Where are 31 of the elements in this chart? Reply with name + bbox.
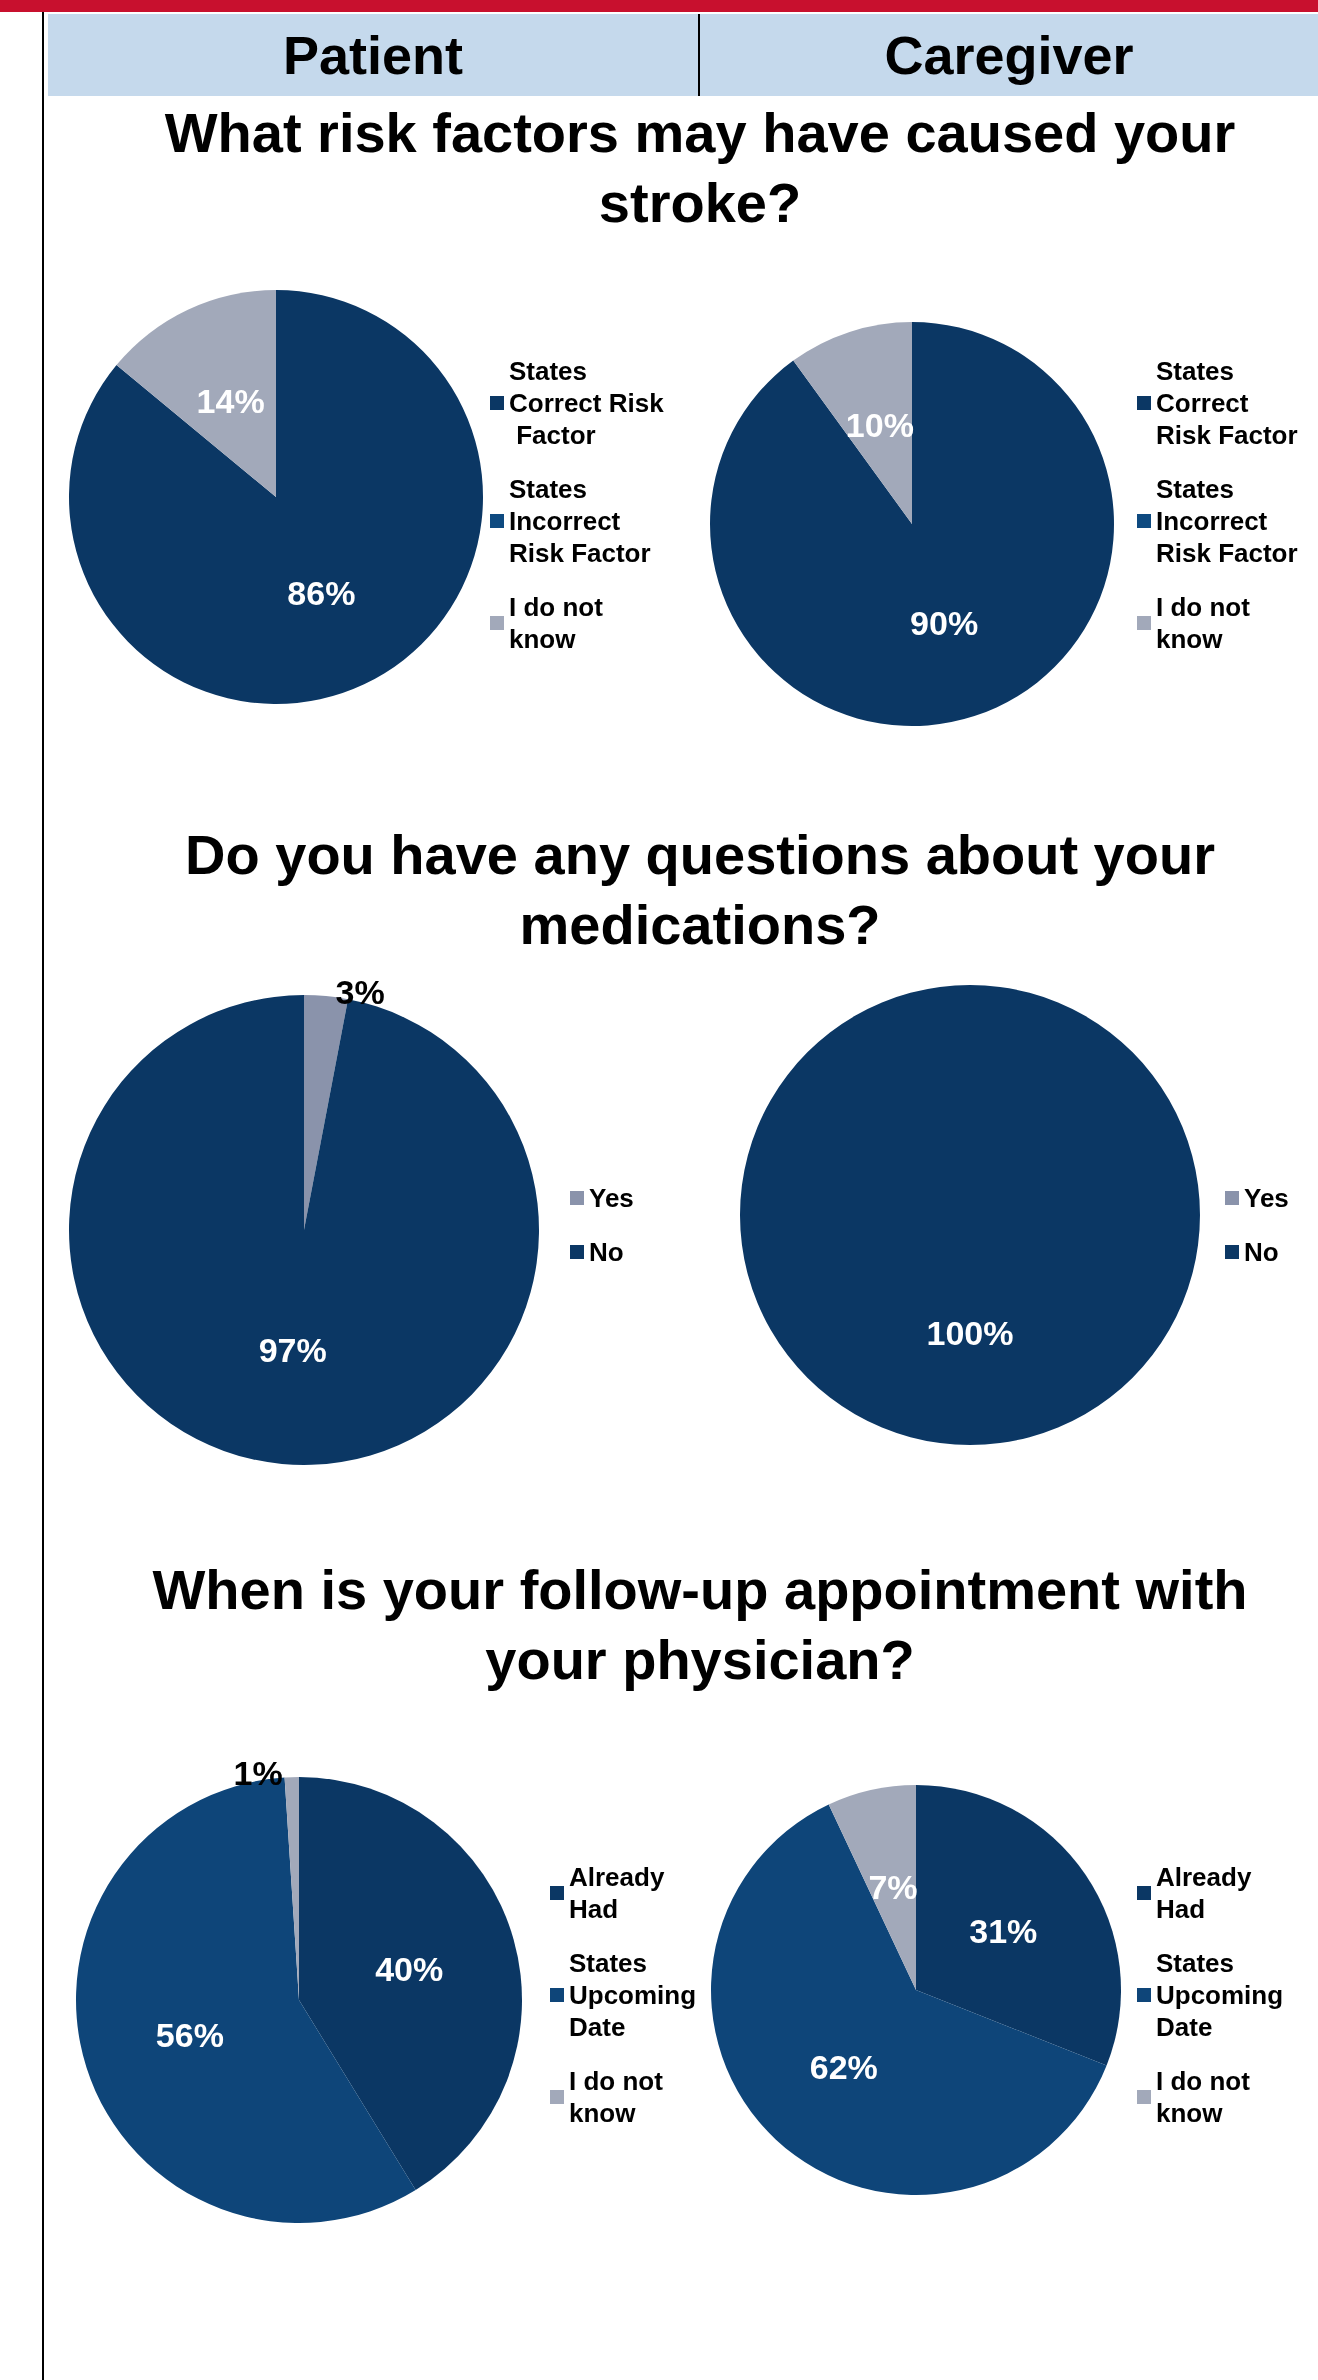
legend-label: Yes	[1244, 1183, 1289, 1213]
data-label: 62%	[809, 2047, 878, 2086]
data-label: 3%	[335, 973, 385, 1012]
legend-label: Already Had	[1156, 1862, 1259, 1924]
legend-label: Yes	[589, 1183, 634, 1213]
legend-label: No	[589, 1237, 624, 1267]
chart-title: Do you have any questions about your medications?	[184, 822, 1216, 958]
chart-title: When is your follow-up appointment with your physician?	[151, 1557, 1249, 1693]
legend-label: States Upcoming Date	[1156, 1948, 1291, 2042]
chart-title: What risk factors may have caused your stroke?	[163, 100, 1237, 236]
data-label: 40%	[375, 1949, 444, 1988]
legend-label: No	[1244, 1237, 1279, 1267]
data-label: 90%	[910, 603, 979, 642]
data-label: 31%	[969, 1911, 1038, 1950]
legend-label: Already Had	[569, 1862, 672, 1924]
legend-label: States Incorrect Risk Factor	[1156, 474, 1298, 568]
legend-label: States Correct Risk Factor	[509, 356, 665, 450]
legend-label: States Correct Risk Factor	[1156, 356, 1298, 450]
legend-label: I do not know	[1156, 2066, 1258, 2128]
legend-label: States Incorrect Risk Factor	[509, 474, 651, 568]
data-label: 100%	[926, 1314, 1014, 1352]
legend-label: I do not know	[509, 592, 611, 654]
data-label: 14%	[196, 381, 265, 420]
text: Caregiver	[883, 24, 1135, 87]
data-label: 97%	[258, 1330, 327, 1369]
legend-label: States Upcoming Date	[569, 1948, 704, 2042]
text: Patient	[281, 24, 464, 87]
data-label: 86%	[287, 574, 356, 613]
data-label: 56%	[155, 2015, 224, 2054]
legend-label: I do not know	[569, 2066, 671, 2128]
legend-label: I do not know	[1156, 592, 1258, 654]
